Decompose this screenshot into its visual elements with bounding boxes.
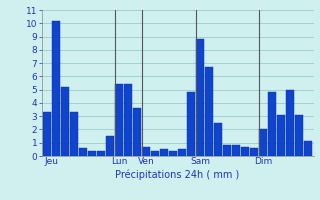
Bar — [70, 112, 78, 156]
Bar — [97, 151, 105, 156]
Bar — [277, 115, 285, 156]
Bar — [178, 149, 186, 156]
Bar — [304, 141, 312, 156]
Bar — [160, 149, 168, 156]
Bar — [295, 115, 303, 156]
Bar — [79, 148, 87, 156]
Bar — [133, 108, 141, 156]
Bar — [43, 112, 51, 156]
Bar — [142, 147, 150, 156]
Bar — [286, 90, 294, 156]
Bar — [124, 84, 132, 156]
Bar — [232, 145, 240, 156]
Bar — [205, 67, 213, 156]
Bar — [115, 84, 123, 156]
Bar — [259, 129, 267, 156]
Bar — [61, 87, 69, 156]
Bar — [151, 151, 159, 156]
Bar — [187, 92, 195, 156]
Bar — [214, 123, 222, 156]
Bar — [169, 151, 177, 156]
Bar — [223, 145, 231, 156]
Bar — [88, 151, 96, 156]
Bar — [106, 136, 114, 156]
Bar — [250, 148, 258, 156]
Bar — [268, 92, 276, 156]
Bar — [52, 21, 60, 156]
X-axis label: Précipitations 24h ( mm ): Précipitations 24h ( mm ) — [116, 169, 240, 180]
Bar — [241, 147, 249, 156]
Bar — [196, 39, 204, 156]
